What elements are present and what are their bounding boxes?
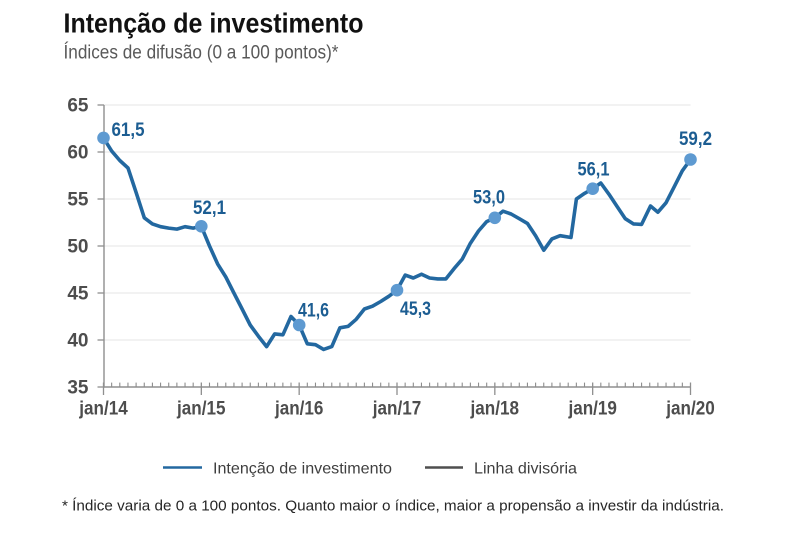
svg-text:jan/19: jan/19 xyxy=(568,399,617,420)
svg-text:45: 45 xyxy=(67,283,89,304)
svg-text:50: 50 xyxy=(67,236,88,257)
svg-text:Linha divisória: Linha divisória xyxy=(474,461,577,478)
svg-text:40: 40 xyxy=(67,330,88,351)
svg-text:41,6: 41,6 xyxy=(298,301,329,322)
svg-text:61,5: 61,5 xyxy=(112,120,145,141)
svg-text:52,1: 52,1 xyxy=(193,198,226,219)
svg-text:55: 55 xyxy=(67,189,89,210)
svg-text:jan/17: jan/17 xyxy=(372,399,421,420)
svg-text:jan/18: jan/18 xyxy=(470,399,519,420)
svg-text:jan/15: jan/15 xyxy=(176,399,226,420)
svg-text:Intenção de investimento: Intenção de investimento xyxy=(64,8,364,39)
svg-text:56,1: 56,1 xyxy=(578,160,610,181)
svg-text:35: 35 xyxy=(67,377,89,398)
svg-text:45,3: 45,3 xyxy=(400,299,431,320)
svg-text:jan/20: jan/20 xyxy=(665,399,714,420)
svg-text:53,0: 53,0 xyxy=(473,188,505,209)
svg-text:65: 65 xyxy=(67,95,89,116)
svg-text:Intenção de investimento: Intenção de investimento xyxy=(213,461,392,478)
svg-text:* Índice varia de 0 a 100 pont: * Índice varia de 0 a 100 pontos. Quanto… xyxy=(62,498,724,515)
svg-text:59,2: 59,2 xyxy=(679,129,712,150)
svg-text:jan/14: jan/14 xyxy=(78,399,128,420)
svg-text:Índices de difusão (0 a 100 po: Índices de difusão (0 a 100 pontos)* xyxy=(64,43,340,64)
svg-text:60: 60 xyxy=(67,142,88,163)
svg-text:jan/16: jan/16 xyxy=(274,399,323,420)
